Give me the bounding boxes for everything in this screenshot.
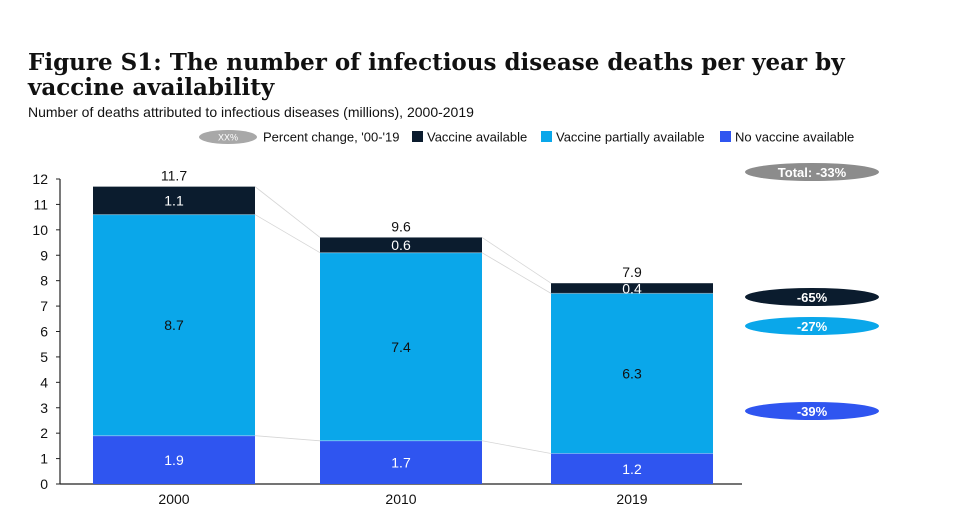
bar-value-label: 1.2 (622, 461, 642, 477)
bar-value-label: 8.7 (164, 317, 184, 333)
x-tick-label: 2010 (385, 491, 416, 507)
x-tick-label: 2019 (616, 491, 647, 507)
bar-value-label: 7.4 (391, 339, 411, 355)
bar-value-label: 1.7 (391, 454, 411, 470)
connector-line (481, 440, 552, 454)
bar-value-label: 6.3 (622, 365, 642, 381)
chart-subtitle: Number of deaths attributed to infectiou… (28, 104, 474, 120)
legend-percent-pill (199, 130, 257, 144)
y-tick-label: 12 (32, 171, 48, 187)
connector-lines (254, 186, 552, 454)
legend: XX% Percent change, '00-'19 Vaccine availa… (199, 130, 854, 145)
y-tick-label: 9 (40, 247, 48, 263)
bar-segment (93, 435, 255, 484)
bar-total-label: 11.7 (161, 168, 187, 184)
legend-entry-label: Vaccine available (427, 130, 527, 145)
bar-value-label: 0.4 (622, 280, 642, 296)
bar-segment (93, 186, 255, 215)
bar-value-label: 0.6 (391, 237, 411, 253)
bar-segment (551, 283, 713, 294)
bars: 1.9 8.7 1.1 11.7 2000 1.7 7.4 0.6 9.6 2010 1.2 6.3 0… (93, 168, 713, 507)
legend-swatch (720, 131, 731, 142)
bar-total-label: 9.6 (391, 218, 411, 234)
percent-change-pill (745, 288, 879, 306)
legend-entry-label: No vaccine available (735, 130, 854, 145)
y-tick-label: 2 (40, 425, 48, 441)
bar-value-label: 1.9 (164, 452, 184, 468)
bar-segment (551, 293, 713, 454)
percent-change-pill (745, 402, 879, 420)
x-tick-label: 2000 (158, 491, 189, 507)
bar-segment (320, 440, 482, 484)
y-tick-label: 8 (40, 273, 48, 289)
y-tick-label: 7 (40, 298, 48, 314)
bar-value-label: 1.1 (164, 193, 184, 209)
y-tick-label: 6 (40, 324, 48, 340)
y-tick-label: 4 (40, 374, 48, 390)
bar-segment (320, 252, 482, 441)
bar-total-label: 7.9 (622, 264, 642, 280)
y-tick-label: 11 (33, 196, 48, 212)
legend-entry-label: Vaccine partially available (556, 130, 705, 145)
percent-change-pill (745, 163, 879, 181)
percent-change-pill (745, 317, 879, 335)
legend-percent-placeholder: XX% (218, 133, 238, 143)
y-tick-label: 3 (40, 400, 48, 416)
percent-change-label: -27% (797, 319, 828, 334)
y-tick-label: 0 (40, 476, 48, 492)
percent-change-label: Total: -33% (778, 165, 847, 180)
y-tick-label: 1 (40, 451, 48, 467)
bar-segment (551, 453, 713, 484)
chart-title: Figure S1: The number of infectious dise… (28, 49, 845, 101)
connector-line (481, 252, 552, 294)
connector-line (254, 186, 321, 238)
percent-change-label: -65% (797, 290, 828, 305)
connector-line (254, 214, 321, 254)
connector-line (481, 237, 552, 284)
legend-percent-label: Percent change, '00-'19 (263, 130, 400, 145)
y-tick-label: 10 (32, 222, 48, 238)
bar-segment (93, 214, 255, 436)
legend-swatch (412, 131, 423, 142)
bar-segment (320, 237, 482, 253)
percent-change-label: -39% (797, 404, 828, 419)
y-tick-label: 5 (40, 349, 48, 365)
connector-line (254, 435, 321, 442)
percent-change-pills: Total: -33% -65% -27% -39% (745, 163, 879, 420)
legend-swatch (541, 131, 552, 142)
